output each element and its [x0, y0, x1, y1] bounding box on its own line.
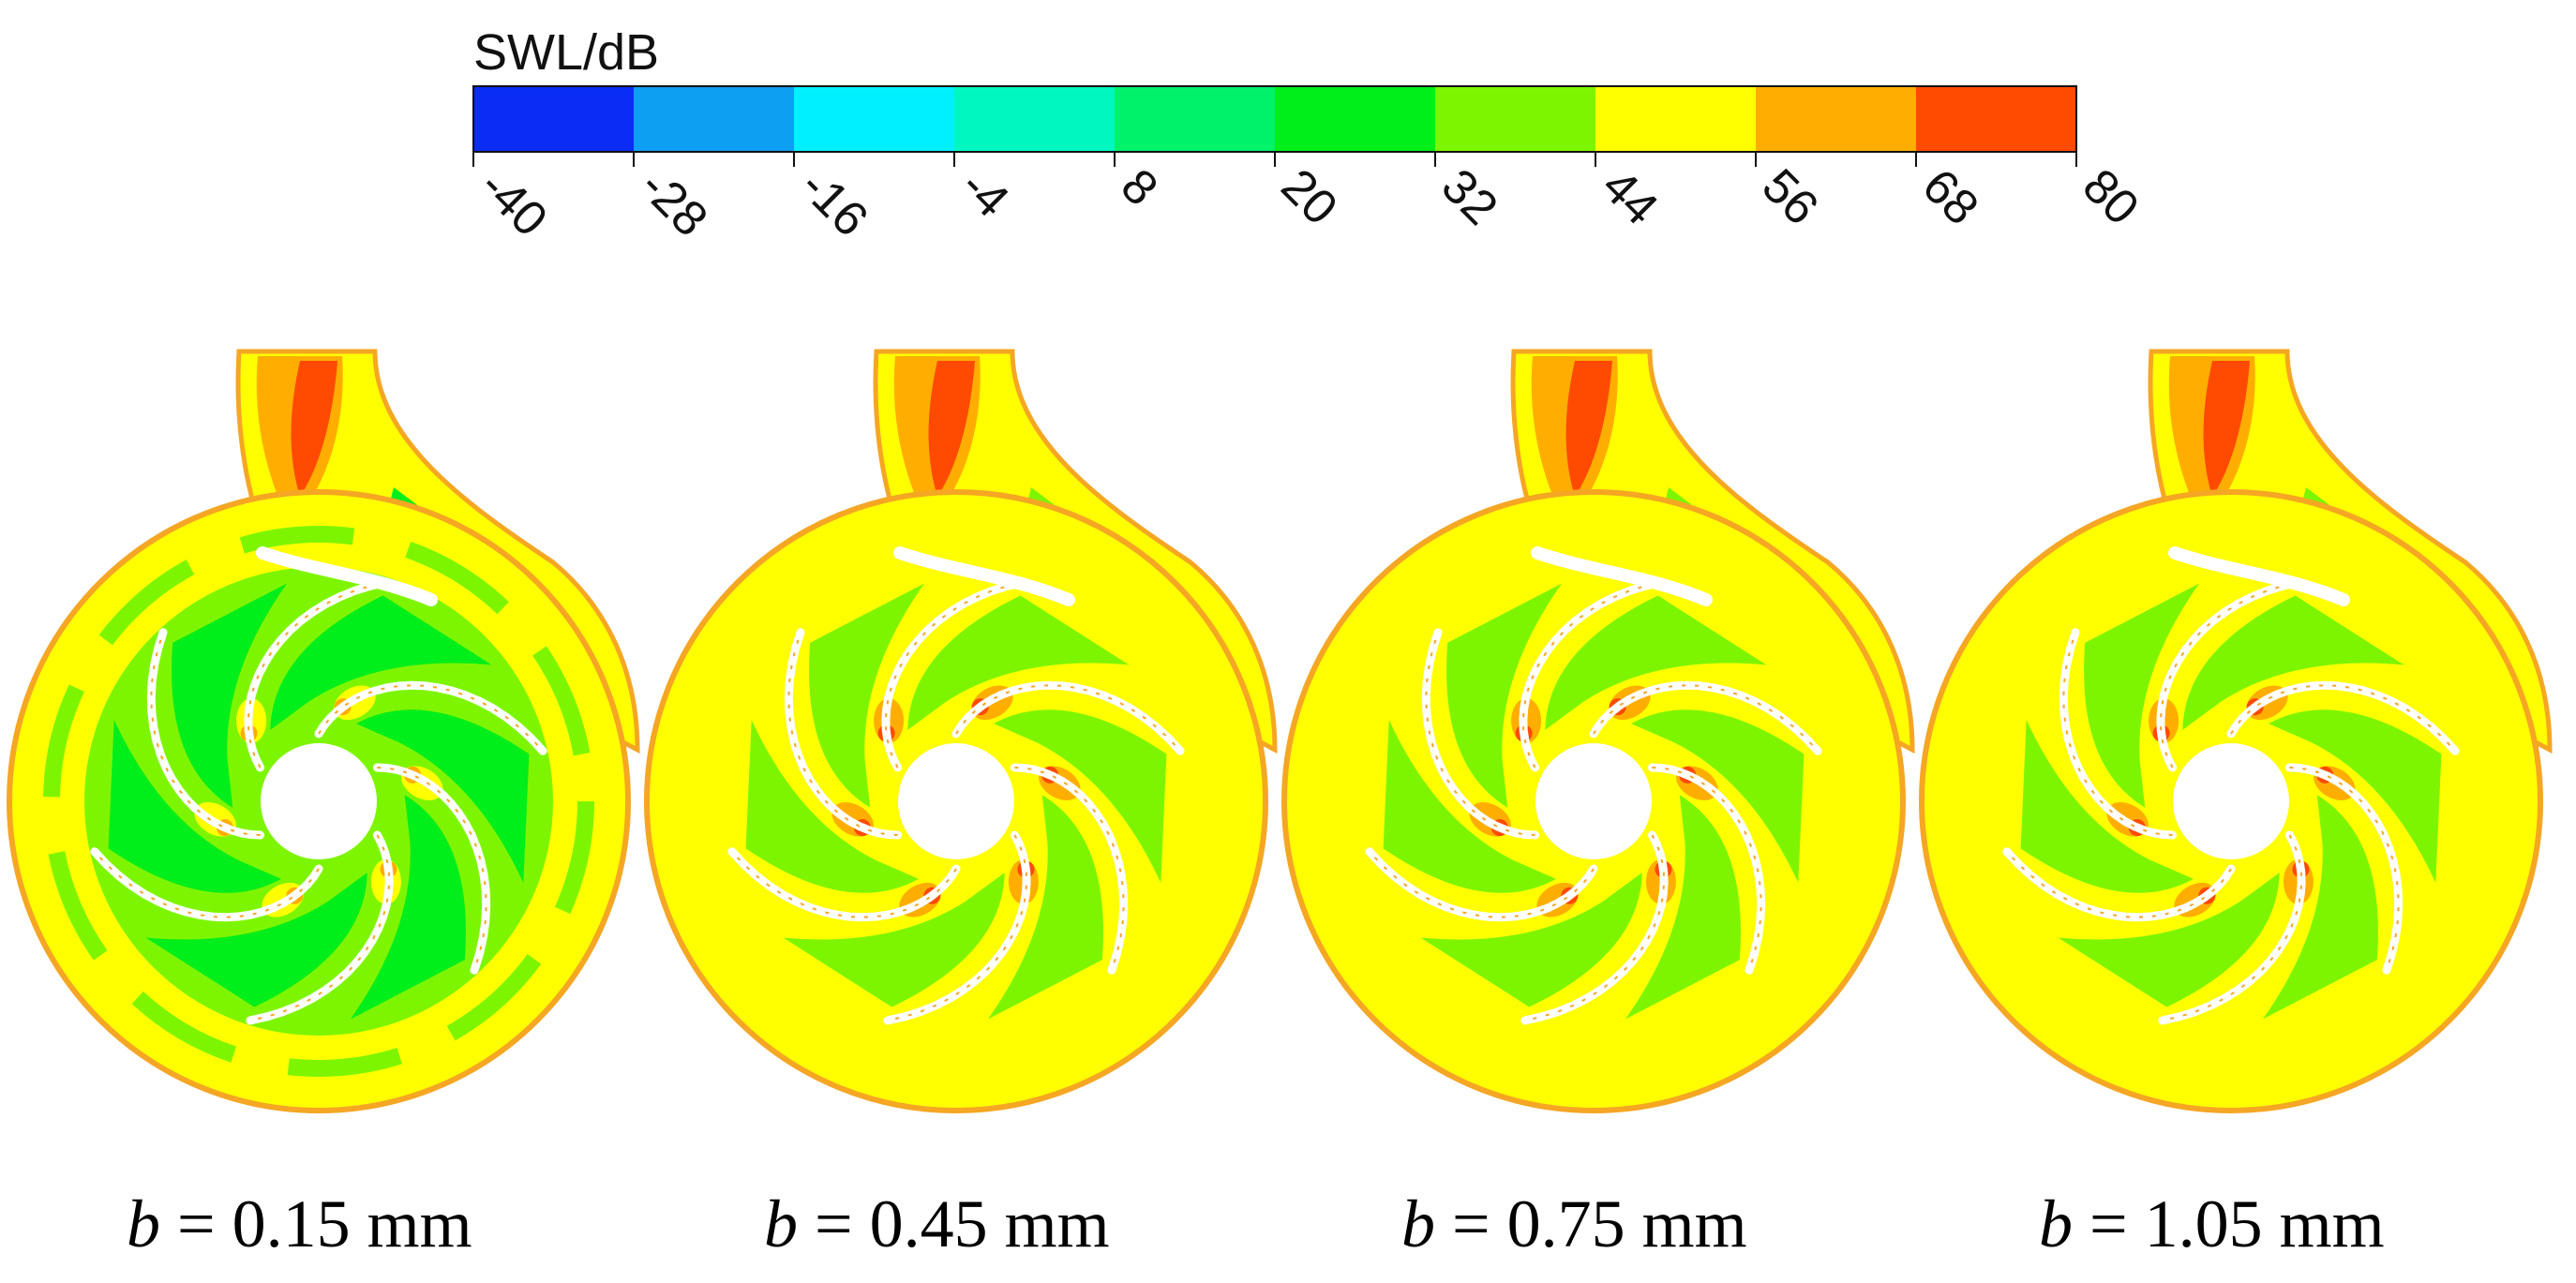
contour-panel — [1281, 349, 1915, 1113]
impeller-blade — [372, 763, 491, 975]
impeller-blade — [1010, 763, 1129, 975]
legend-swatch — [1756, 86, 1917, 152]
impeller-blade — [2156, 577, 2304, 772]
blade-channel — [2058, 873, 2280, 1007]
volute-band — [681, 526, 1232, 1077]
impeller-blade — [2059, 628, 2178, 840]
legend-swatch — [1435, 86, 1596, 152]
volute-band — [1318, 526, 1869, 1077]
outlet-hot-zone — [928, 361, 975, 497]
caption-variable: b — [764, 1186, 798, 1261]
blade-channel — [1625, 795, 1741, 1020]
volute-tongue — [256, 546, 438, 606]
contour-panels — [7, 349, 2553, 1113]
outlet-hot-zone — [1565, 361, 1612, 497]
legend-swatch — [954, 86, 1116, 152]
volute-tongue — [893, 546, 1075, 606]
blade-channel — [356, 709, 530, 883]
outlet-hot-zone — [2203, 361, 2250, 497]
contour-panel — [1919, 349, 2553, 1113]
legend-swatch — [1595, 86, 1757, 152]
blade-channel — [2020, 720, 2194, 893]
blade-channel — [172, 583, 288, 808]
impeller-blade — [1421, 628, 1540, 840]
legend-title: SWL/dB — [473, 24, 660, 81]
impeller-blade — [881, 577, 1029, 772]
color-legend: -40 -28 -16 -4 8 20 32 44 56 68 80 — [470, 85, 2149, 247]
blade-channel — [994, 709, 1167, 883]
blade-channel — [350, 795, 466, 1020]
legend-swatch — [473, 86, 635, 152]
volute-tongue — [1531, 546, 1713, 606]
caption-variable: b — [2039, 1186, 2073, 1261]
blade-channel — [745, 720, 919, 893]
blade-channel — [987, 795, 1103, 1020]
blade-channel — [1545, 595, 1767, 730]
impeller-hub — [261, 743, 377, 859]
caption-value: 0.75 mm — [1506, 1186, 1747, 1261]
impeller-blade — [1589, 680, 1822, 755]
impeller-blade — [2284, 763, 2404, 975]
impeller-blade — [951, 680, 1185, 755]
caption-value: 0.15 mm — [232, 1186, 472, 1261]
impeller-blade — [146, 628, 265, 840]
impeller-blade — [90, 847, 323, 922]
caption-equals: = — [160, 1186, 232, 1261]
impeller-blade — [1647, 763, 1766, 975]
blade-channel — [270, 595, 492, 730]
impeller-blade — [2002, 847, 2236, 922]
caption-equals: = — [798, 1186, 870, 1261]
blade-channel — [108, 720, 281, 893]
blade-channel — [907, 595, 1130, 730]
legend-swatch — [1115, 86, 1276, 152]
caption-panel-4: b = 1.05 mm — [2039, 1186, 2385, 1263]
outlet-hot-zone — [291, 361, 337, 497]
contour-panel — [7, 349, 640, 1113]
volute-band — [43, 526, 594, 1077]
impeller-blade — [2158, 830, 2306, 1025]
contour-panel — [644, 349, 1278, 1113]
blade-channel — [1383, 720, 1556, 893]
impeller-blade — [314, 680, 547, 755]
legend-swatch — [1275, 86, 1436, 152]
impeller-hub — [2173, 743, 2289, 859]
impeller-blade — [244, 577, 392, 772]
blade-channel — [2084, 583, 2200, 808]
impeller-blade — [727, 847, 961, 922]
blade-channel — [2182, 595, 2404, 730]
blade-channel — [1446, 583, 1563, 808]
impeller-hub — [898, 743, 1014, 859]
blade-channel — [1631, 709, 1805, 883]
blade-channel — [2269, 709, 2442, 883]
caption-value: 1.05 mm — [2144, 1186, 2385, 1261]
blade-channel — [783, 873, 1005, 1007]
legend-swatch — [1916, 86, 2077, 152]
caption-variable: b — [127, 1186, 160, 1261]
impeller-blade — [1520, 830, 1669, 1025]
caption-panel-1: b = 0.15 mm — [127, 1186, 472, 1263]
legend-swatch — [794, 86, 955, 152]
caption-panel-3: b = 0.75 mm — [1401, 1186, 1747, 1263]
blade-channel — [809, 583, 925, 808]
impeller-blade — [1365, 847, 1598, 922]
caption-value: 0.45 mm — [869, 1186, 1110, 1261]
caption-equals: = — [1435, 1186, 1507, 1261]
caption-variable: b — [1401, 1186, 1435, 1261]
impeller-blade — [883, 830, 1031, 1025]
impeller-blade — [1519, 577, 1667, 772]
blade-channel — [1420, 873, 1642, 1007]
impeller-blade — [246, 830, 394, 1025]
blade-channel — [145, 873, 367, 1007]
impeller-blade — [784, 628, 903, 840]
blade-channel — [2262, 795, 2378, 1020]
volute-tongue — [2168, 546, 2350, 606]
impeller-blade — [2226, 680, 2460, 755]
legend-swatch — [634, 86, 795, 152]
caption-equals: = — [2073, 1186, 2145, 1261]
caption-panel-2: b = 0.45 mm — [764, 1186, 1110, 1263]
impeller-hub — [1535, 743, 1652, 859]
volute-band — [1955, 526, 2507, 1077]
